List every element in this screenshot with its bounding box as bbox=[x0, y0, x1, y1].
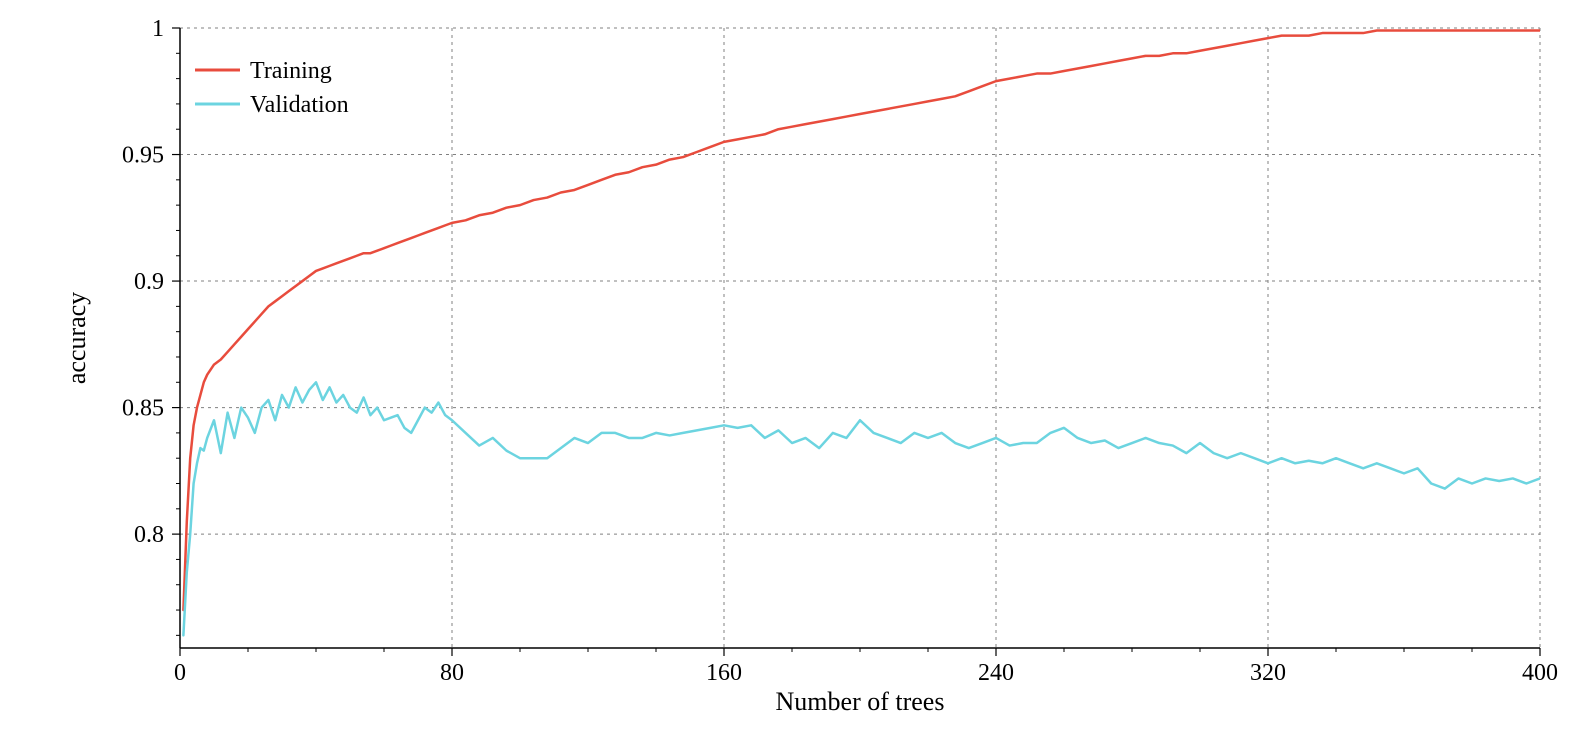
legend-label-training: Training bbox=[250, 58, 332, 84]
y-tick-label: 0.95 bbox=[122, 143, 164, 169]
y-tick-label: 0.9 bbox=[134, 269, 164, 295]
x-tick-label: 0 bbox=[174, 660, 186, 686]
y-tick-label: 0.85 bbox=[122, 396, 164, 422]
x-tick-label: 160 bbox=[706, 660, 742, 686]
x-tick-label: 240 bbox=[978, 660, 1014, 686]
accuracy-chart: 0 80 160 240 320 400 0.8 0.85 0.9 0.95 1 Number of … bbox=[0, 0, 1596, 746]
y-tick-label: 0.8 bbox=[134, 522, 164, 548]
y-axis-label: accuracy bbox=[62, 292, 91, 384]
x-tick-label: 320 bbox=[1250, 660, 1286, 686]
x-axis-label: Number of trees bbox=[776, 687, 945, 716]
legend-label-validation: Validation bbox=[250, 92, 349, 118]
x-tick-label: 400 bbox=[1522, 660, 1558, 686]
x-tick-label: 80 bbox=[440, 660, 464, 686]
chart-background bbox=[0, 0, 1596, 746]
y-tick-label: 1 bbox=[152, 16, 164, 42]
chart-svg: 0 80 160 240 320 400 0.8 0.85 0.9 0.95 1 Number of … bbox=[0, 0, 1596, 746]
